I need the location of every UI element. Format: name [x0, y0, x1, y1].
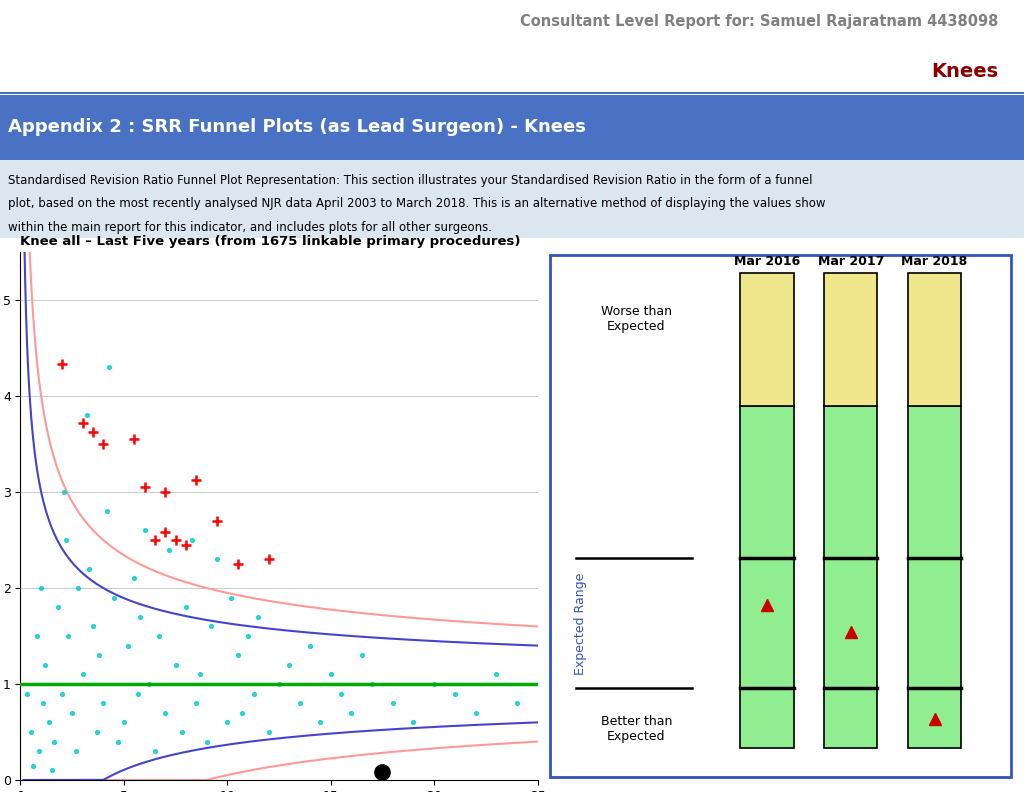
Point [57, 534, 74, 546]
Point [364, 678, 380, 691]
Point [488, 668, 505, 681]
Point [323, 668, 339, 681]
Point [178, 601, 195, 614]
Point [55, 485, 72, 498]
Bar [740, 273, 794, 406]
Bar [740, 406, 794, 748]
Point [53, 687, 70, 700]
Point [23, 725, 39, 738]
Point [101, 361, 118, 374]
Point [71, 581, 87, 594]
Point [33, 581, 49, 594]
Point [353, 649, 370, 661]
Point [18, 687, 35, 700]
Point [95, 697, 112, 710]
Point [120, 639, 136, 652]
Bar [907, 406, 962, 748]
Point [132, 611, 148, 623]
Point [343, 706, 359, 719]
Point [292, 697, 308, 710]
Point [49, 601, 66, 614]
Text: Knee all – Last Five years (from 1675 linkable primary procedures): Knee all – Last Five years (from 1675 li… [20, 235, 521, 248]
Point [260, 725, 276, 738]
Point [161, 543, 177, 556]
Point [467, 706, 483, 719]
Point [59, 630, 76, 642]
Point [174, 725, 190, 738]
Point [199, 735, 215, 748]
Point [91, 649, 108, 661]
Point [69, 744, 85, 757]
Point [270, 678, 287, 691]
Point [45, 735, 61, 748]
Point [25, 760, 41, 772]
Point [116, 716, 132, 729]
Point [146, 744, 163, 757]
Point [37, 658, 53, 671]
Point [312, 716, 329, 729]
Point [105, 592, 122, 604]
Point [219, 716, 236, 729]
Text: Knees: Knees [931, 62, 998, 81]
Point [406, 716, 422, 729]
Point [193, 668, 209, 681]
Text: Standardised Revision Ratio Funnel Plot Representation: This section illustrates: Standardised Revision Ratio Funnel Plot … [8, 174, 813, 187]
Bar [824, 273, 878, 406]
Point [188, 697, 205, 710]
Point [35, 697, 51, 710]
Bar [907, 273, 962, 406]
Bar [824, 406, 878, 748]
Point [446, 687, 463, 700]
Point [126, 572, 142, 584]
Point [151, 630, 167, 642]
Text: Mar 2018: Mar 2018 [901, 255, 968, 268]
Point [110, 735, 126, 748]
Text: Worse than
Expected: Worse than Expected [601, 305, 672, 333]
Point [223, 592, 240, 604]
Point [203, 620, 219, 633]
Point [333, 687, 349, 700]
Point [509, 697, 525, 710]
Point [130, 687, 146, 700]
Point [75, 668, 91, 681]
Point [282, 658, 298, 671]
Point [136, 524, 153, 537]
Point [99, 505, 116, 517]
Point [79, 409, 95, 421]
Text: within the main report for this indicator, and includes plots for all other surg: within the main report for this indicato… [8, 221, 493, 234]
Text: Better than
Expected: Better than Expected [601, 715, 672, 743]
Point [31, 744, 47, 757]
Point [43, 764, 59, 777]
Point [240, 630, 256, 642]
Point [167, 658, 184, 671]
Point [29, 630, 45, 642]
Point [229, 649, 246, 661]
Point [81, 562, 97, 575]
Point [85, 620, 101, 633]
Point [41, 716, 57, 729]
Text: plot, based on the most recently analysed NJR data April 2003 to March 2018. Thi: plot, based on the most recently analyse… [8, 197, 825, 211]
Point [426, 678, 442, 691]
Point [246, 687, 262, 700]
Point [89, 725, 105, 738]
Point [385, 697, 401, 710]
Point [63, 706, 80, 719]
Text: Expected Range: Expected Range [574, 573, 587, 675]
Text: Mar 2016: Mar 2016 [734, 255, 800, 268]
Text: Appendix 2 : SRR Funnel Plots (as Lead Surgeon) - Knees: Appendix 2 : SRR Funnel Plots (as Lead S… [8, 119, 586, 136]
Text: Mar 2017: Mar 2017 [817, 255, 884, 268]
Point [184, 534, 201, 546]
Point [250, 611, 266, 623]
Point [233, 706, 250, 719]
Point [209, 553, 225, 565]
Point [157, 706, 173, 719]
Text: Consultant Level Report for: Samuel Rajaratnam 4438098: Consultant Level Report for: Samuel Raja… [520, 14, 998, 29]
Point [140, 678, 157, 691]
Point [302, 639, 318, 652]
